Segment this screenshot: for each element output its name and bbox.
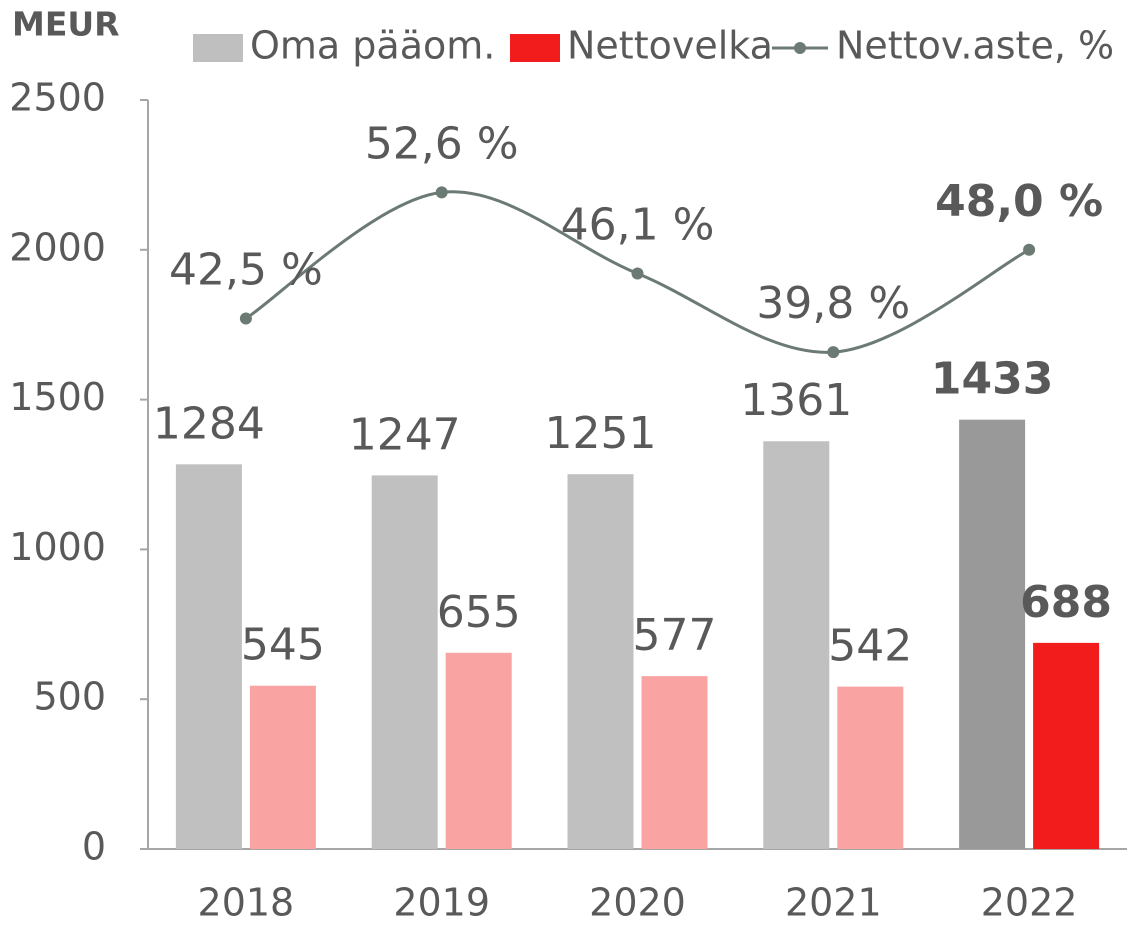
legend-swatch (193, 34, 243, 62)
y-tick-label: 1500 (9, 375, 106, 419)
line-point (239, 312, 252, 325)
y-tick-label: 2000 (9, 225, 106, 269)
legend-label: Nettovelka (567, 24, 773, 68)
bar-value-label: 1284 (153, 398, 265, 449)
bar (1033, 642, 1100, 849)
bar-value-label: 1433 (931, 354, 1053, 405)
bar (175, 464, 242, 849)
bar (959, 419, 1026, 849)
line-point (631, 267, 644, 280)
bar-value-label: 655 (437, 587, 521, 638)
bar (567, 474, 634, 849)
bar-value-label: 1361 (740, 375, 852, 426)
legend-swatch (510, 34, 560, 62)
bar (763, 441, 830, 849)
line-value-label: 48,0 % (935, 176, 1103, 227)
bar-value-label: 1247 (349, 409, 461, 460)
line-value-label: 52,6 % (365, 118, 519, 169)
bar (445, 652, 512, 849)
bar-value-label: 545 (241, 620, 325, 671)
y-tick-label: 2500 (9, 76, 106, 120)
legend-label: Nettov.aste, % (836, 24, 1114, 68)
x-tick-label: 2022 (981, 881, 1078, 925)
x-tick-label: 2021 (785, 881, 882, 925)
bar-value-label: 542 (828, 621, 912, 672)
legend-label: Oma pääom. (250, 24, 495, 68)
x-tick-label: 2018 (198, 881, 295, 925)
bar-value-label: 1251 (545, 408, 657, 459)
y-tick-label: 0 (82, 825, 106, 869)
bar (249, 685, 316, 849)
line-value-label: 46,1 % (561, 200, 715, 251)
line-value-label: 39,8 % (756, 278, 910, 329)
line-value-label: 42,5 % (169, 244, 323, 295)
bar (837, 686, 904, 849)
x-tick-label: 2020 (589, 881, 686, 925)
legend-swatch (794, 42, 806, 54)
bar-value-label: 577 (633, 610, 717, 661)
y-axis-label: MEUR (12, 5, 120, 44)
line-point (827, 346, 840, 359)
line-point (435, 186, 448, 199)
y-tick-label: 1000 (9, 525, 106, 569)
x-tick-label: 2019 (393, 881, 490, 925)
line-point (1023, 243, 1036, 256)
bar (371, 475, 438, 849)
bar-value-label: 688 (1020, 577, 1112, 628)
bar (641, 676, 708, 849)
y-tick-label: 500 (33, 675, 106, 719)
